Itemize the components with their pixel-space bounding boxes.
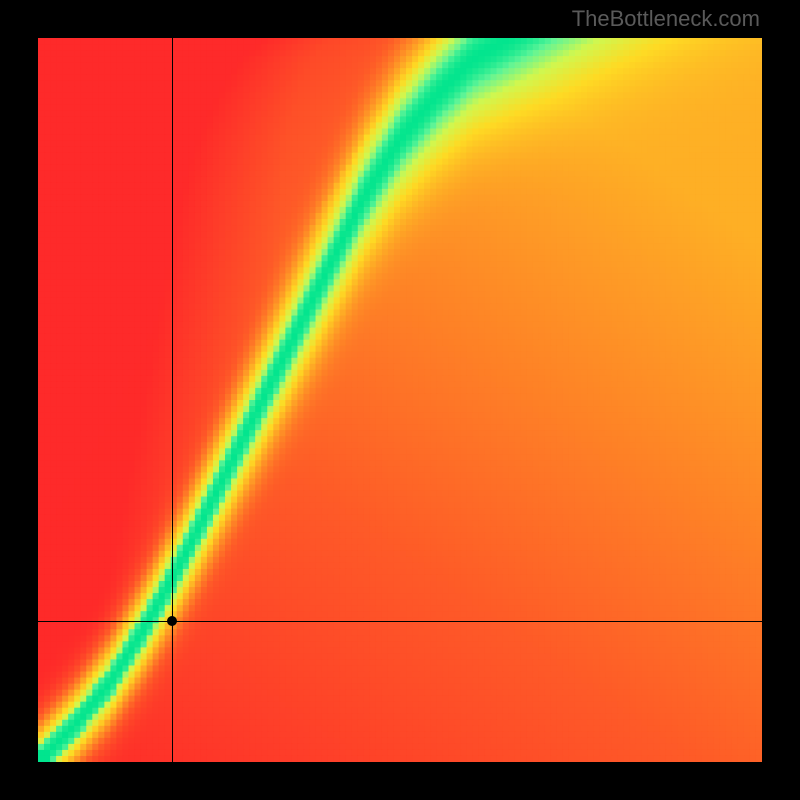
- heatmap-canvas: [38, 38, 762, 762]
- watermark-text: TheBottleneck.com: [572, 6, 760, 32]
- crosshair-marker: [167, 616, 177, 626]
- heatmap-chart: [38, 38, 762, 762]
- crosshair-vertical: [172, 38, 173, 762]
- crosshair-horizontal: [38, 621, 762, 622]
